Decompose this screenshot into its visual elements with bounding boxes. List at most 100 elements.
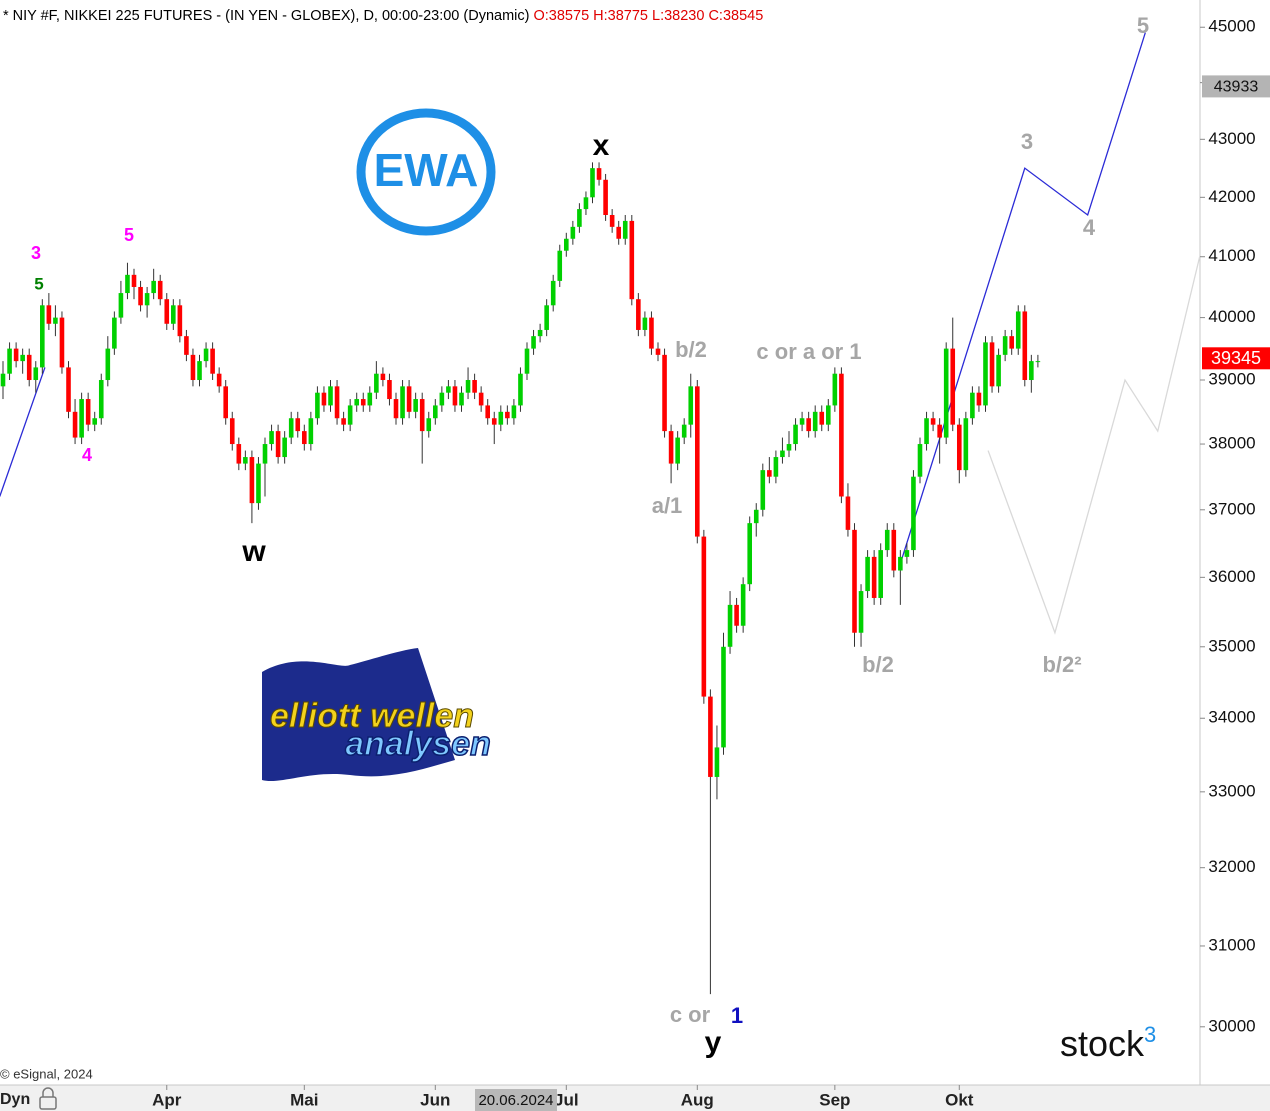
candle-body — [426, 418, 432, 432]
candle-body — [531, 336, 536, 349]
candle-body — [839, 373, 844, 497]
candle-body — [1002, 336, 1008, 355]
candle-body — [79, 399, 84, 438]
wave-label: 5 — [1137, 13, 1149, 38]
candle-body — [419, 399, 425, 432]
candle-body — [884, 529, 890, 551]
y-tick-label: 39000 — [1208, 369, 1255, 388]
candle-body — [675, 437, 680, 464]
candle-body — [917, 444, 923, 477]
y-tick-label: 40000 — [1208, 307, 1255, 326]
ewa-logo: EWA — [374, 144, 479, 196]
candle-body — [210, 348, 215, 374]
candle-body — [20, 354, 25, 362]
brand: stock3 — [1060, 1022, 1156, 1064]
candle-body — [793, 424, 798, 445]
candle-body — [308, 418, 314, 445]
candle-body — [459, 392, 464, 406]
candle-body — [433, 405, 438, 419]
price-marker — [1202, 347, 1270, 370]
candle-body — [171, 305, 176, 324]
candle-body — [819, 411, 825, 425]
candle-body — [131, 274, 137, 287]
logo-text: elliott wellen — [270, 697, 474, 735]
header: * NIY #F, NIKKEI 225 FUTURES - (IN YEN -… — [3, 8, 763, 24]
candle-body — [275, 431, 281, 458]
candle-body — [924, 418, 929, 445]
candle-body — [760, 470, 766, 510]
logo-text: analysen — [345, 725, 491, 763]
candle-body — [799, 418, 805, 425]
candle-body — [983, 342, 988, 406]
candle-body — [0, 373, 6, 387]
candle-body — [269, 431, 274, 445]
candle-body — [976, 392, 982, 406]
candle-body — [1009, 336, 1014, 349]
candle-body — [360, 399, 366, 406]
brand-sup: 3 — [1144, 1022, 1156, 1047]
wave-label: x — [593, 129, 610, 162]
wave-label: 3 — [1021, 129, 1033, 154]
wave-label: 4 — [82, 445, 92, 465]
cursor-label: 20.06.2024 — [478, 1092, 553, 1109]
wave-label: 1 — [731, 1003, 743, 1028]
candle-body — [295, 418, 301, 432]
wave-label: y — [705, 1026, 722, 1059]
y-tick-label: 45000 — [1208, 17, 1255, 36]
candle-body — [151, 280, 156, 294]
candle-body — [13, 348, 19, 362]
candle-body — [472, 380, 477, 393]
candle-body — [937, 424, 942, 438]
candle-body — [649, 317, 654, 349]
candle-body — [439, 392, 445, 406]
plot — [0, 32, 1201, 995]
candle-body — [190, 354, 196, 381]
x-tick-label: Okt — [945, 1090, 974, 1109]
candle-body — [911, 476, 916, 551]
candle-body — [812, 411, 818, 432]
candle-body — [288, 418, 294, 438]
candle-body — [112, 317, 117, 349]
wave-label: b/2² — [1042, 652, 1081, 677]
candle-body — [780, 450, 785, 458]
projection-line — [899, 32, 1146, 564]
x-tick-label: Sep — [819, 1090, 850, 1109]
candle-body — [446, 386, 451, 393]
header-title: * NIY #F, NIKKEI 225 FUTURES - (IN YEN -… — [3, 8, 529, 24]
x-tick-label: Apr — [152, 1090, 182, 1109]
wave-label: 4 — [1083, 215, 1096, 240]
candle-body — [138, 286, 143, 306]
candle-body — [66, 367, 71, 412]
candle-body — [184, 336, 189, 355]
candle-body — [858, 591, 864, 633]
candle-body — [223, 386, 229, 419]
candle-body — [524, 348, 530, 374]
candle-body — [485, 405, 491, 419]
candle-body — [1022, 311, 1028, 381]
candle-body — [740, 584, 746, 626]
candle-body — [1035, 361, 1041, 363]
candle-body — [452, 386, 458, 406]
candle-body — [46, 305, 52, 324]
y-tick-label: 34000 — [1208, 708, 1255, 727]
y-tick-label: 41000 — [1208, 246, 1255, 265]
candle-body — [786, 444, 792, 451]
candle-body — [865, 556, 870, 592]
candle-body — [243, 457, 248, 464]
candle-body — [537, 329, 543, 337]
y-tick-label: 32000 — [1208, 857, 1255, 876]
candle-body — [557, 250, 563, 281]
candle-body — [590, 168, 595, 198]
price-marker — [1202, 75, 1270, 98]
y-tick-label: 42000 — [1208, 187, 1255, 206]
candle-body — [655, 348, 661, 355]
candle-body — [930, 418, 936, 425]
candle-body — [806, 418, 811, 432]
candle-body — [59, 317, 65, 368]
candle-body — [374, 373, 379, 393]
wave-label: a/1 — [652, 493, 683, 518]
y-tick-label: 43000 — [1208, 129, 1255, 148]
wave-label: w — [241, 535, 266, 568]
x-tick-label: Aug — [681, 1090, 714, 1109]
candle-body — [609, 214, 615, 227]
